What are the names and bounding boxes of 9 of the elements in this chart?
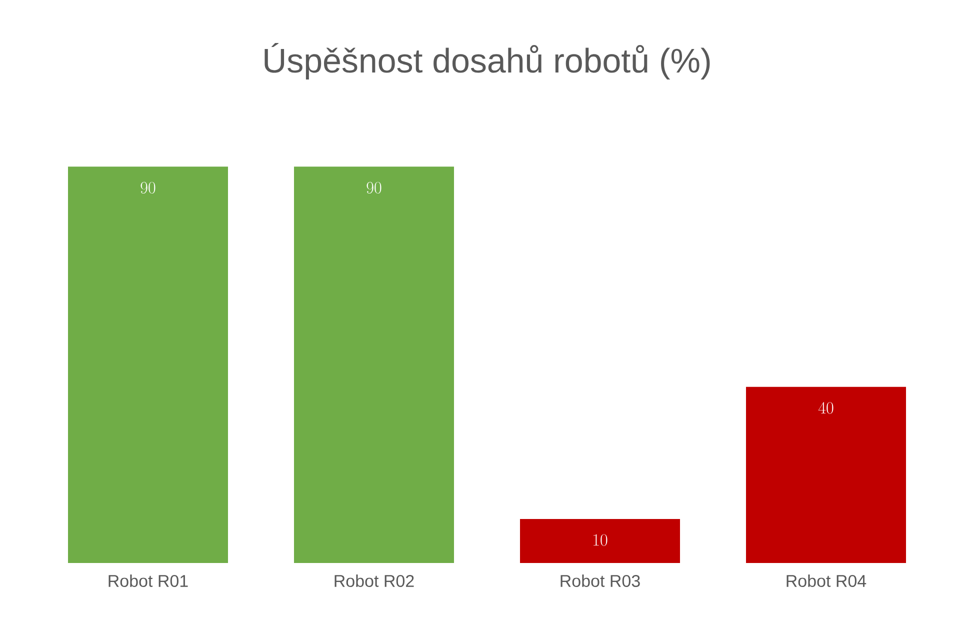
data-label: 90 — [140, 182, 156, 194]
chart-title: Úspěšnost dosahů robotů (%) — [264, 42, 710, 80]
data-label: 10 — [594, 534, 608, 546]
x-tick-label: Robot R01 — [108, 574, 188, 588]
data-label: 40 — [818, 402, 834, 414]
x-tick-label: Robot R02 — [334, 574, 414, 588]
x-tick-label: Robot R03 — [560, 574, 640, 588]
data-label: 90 — [366, 182, 382, 194]
x-tick-label: Robot R04 — [786, 574, 866, 588]
